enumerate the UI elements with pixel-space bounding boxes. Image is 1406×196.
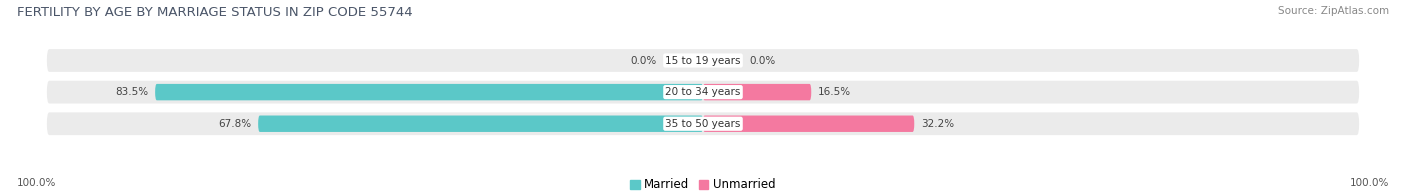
Text: 0.0%: 0.0%	[749, 55, 775, 65]
Text: 83.5%: 83.5%	[115, 87, 149, 97]
Legend: Married, Unmarried: Married, Unmarried	[626, 173, 780, 196]
Text: 16.5%: 16.5%	[818, 87, 851, 97]
Text: FERTILITY BY AGE BY MARRIAGE STATUS IN ZIP CODE 55744: FERTILITY BY AGE BY MARRIAGE STATUS IN Z…	[17, 6, 412, 19]
Text: 20 to 34 years: 20 to 34 years	[665, 87, 741, 97]
FancyBboxPatch shape	[703, 84, 811, 100]
FancyBboxPatch shape	[46, 81, 1360, 103]
FancyBboxPatch shape	[155, 84, 703, 100]
Text: 32.2%: 32.2%	[921, 119, 953, 129]
Text: 15 to 19 years: 15 to 19 years	[665, 55, 741, 65]
Text: 100.0%: 100.0%	[1350, 178, 1389, 188]
FancyBboxPatch shape	[46, 49, 1360, 72]
Text: Source: ZipAtlas.com: Source: ZipAtlas.com	[1278, 6, 1389, 16]
FancyBboxPatch shape	[46, 112, 1360, 135]
Text: 67.8%: 67.8%	[218, 119, 252, 129]
FancyBboxPatch shape	[259, 115, 703, 132]
Text: 35 to 50 years: 35 to 50 years	[665, 119, 741, 129]
FancyBboxPatch shape	[703, 115, 914, 132]
Text: 100.0%: 100.0%	[17, 178, 56, 188]
Text: 0.0%: 0.0%	[631, 55, 657, 65]
